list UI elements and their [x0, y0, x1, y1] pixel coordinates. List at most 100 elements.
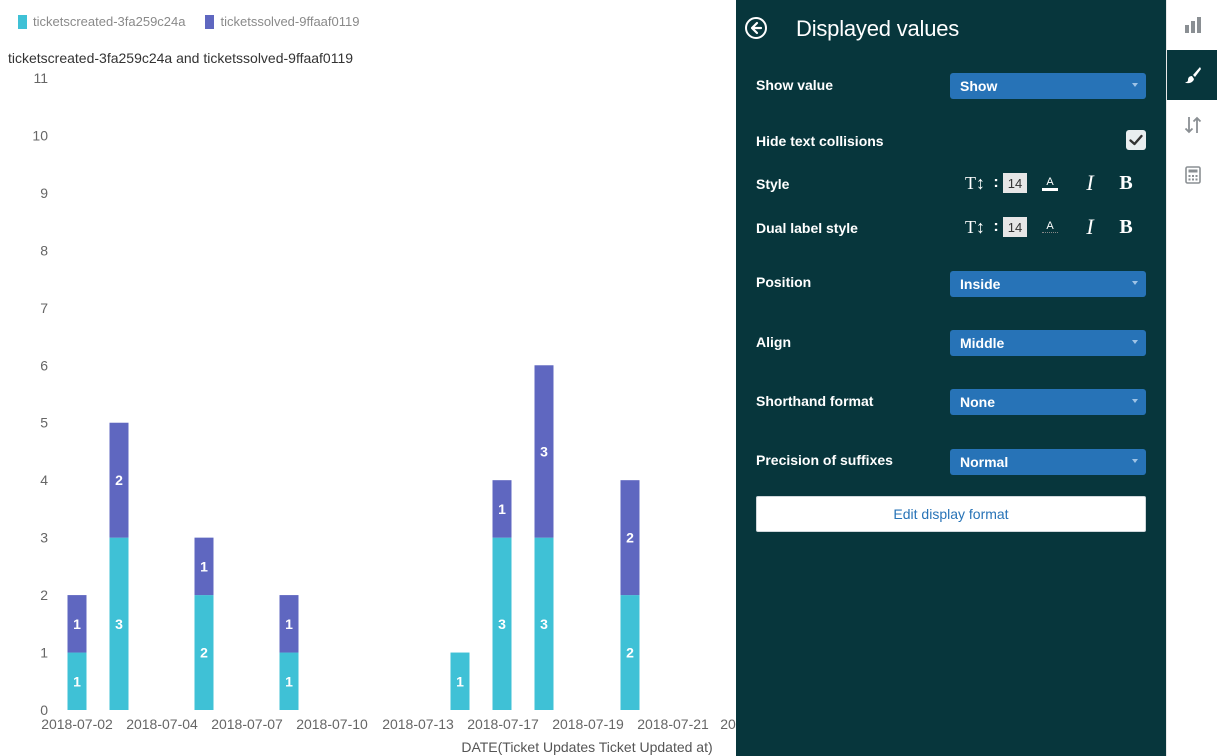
sort-arrows-icon: [1184, 116, 1201, 134]
bar-value-label: 3: [540, 616, 548, 632]
colon-separator: :: [993, 174, 999, 191]
panel-title: Displayed values: [796, 16, 960, 41]
font-color-icon[interactable]: A: [1042, 170, 1058, 196]
dual-font-color-icon[interactable]: A: [1042, 214, 1058, 240]
hide-collisions-label: Hide text collisions: [756, 133, 884, 149]
toolbar-format-button[interactable]: [1167, 50, 1217, 100]
toolbar-sort-button[interactable]: [1167, 100, 1217, 150]
text-size-icon: T↕: [965, 172, 985, 193]
x-tick-label: 2018-07-07: [211, 716, 283, 732]
chart-title: ticketscreated-3fa259c24a and ticketssol…: [8, 50, 354, 66]
dual-italic-icon[interactable]: I: [1086, 214, 1094, 239]
chart-legend: ticketscreated-3fa259c24a ticketssolved-…: [18, 14, 359, 29]
bar-created[interactable]: [279, 652, 299, 710]
legend-swatch-created: [18, 14, 27, 29]
bar-value-label: 1: [285, 616, 293, 632]
y-tick-label: 0: [40, 702, 48, 718]
bar-solved[interactable]: [67, 595, 87, 653]
x-tick-label: 2018-07-02: [41, 716, 113, 732]
dual-text-size-icon: T↕: [965, 216, 985, 237]
position-label: Position: [756, 274, 812, 290]
bar-value-label: 1: [285, 673, 293, 689]
bar-created[interactable]: [194, 595, 214, 710]
calculator-icon: [1184, 166, 1201, 184]
y-tick-label: 5: [40, 415, 48, 431]
bar-solved[interactable]: [194, 537, 214, 596]
hide-collisions-checkbox[interactable]: [1126, 130, 1146, 150]
x-axis-label: DATE(Ticket Updates Ticket Updated at): [461, 739, 712, 755]
bar-value-label: 3: [498, 616, 506, 632]
displayed-values-panel: Displayed values Show value Show Hide te…: [736, 0, 1166, 756]
precision-selected: Normal: [960, 454, 1009, 470]
align-select[interactable]: Middle: [950, 330, 1146, 356]
style-label: Style: [756, 176, 790, 192]
bar-solved[interactable]: [620, 480, 640, 596]
align-label: Align: [756, 334, 791, 350]
y-tick-label: 2: [40, 587, 48, 603]
dual-font-size-wrap: 14: [1003, 214, 1027, 240]
italic-icon[interactable]: I: [1086, 170, 1094, 195]
y-tick-label: 6: [40, 357, 48, 373]
bar-created[interactable]: [534, 537, 554, 710]
y-tick-label: 3: [40, 530, 48, 546]
bar-solved[interactable]: [279, 595, 299, 653]
x-tick-label: 2018-07-13: [382, 716, 454, 732]
bar-solved[interactable]: [109, 422, 129, 538]
y-tick-label: 1: [40, 645, 48, 661]
show-value-select[interactable]: Show: [950, 73, 1146, 99]
bar-value-label: 1: [73, 616, 81, 632]
circle-arrow-left-icon[interactable]: [744, 16, 768, 40]
x-tick-label: 2018-07-17: [467, 716, 539, 732]
style-font-size-wrap: 14: [1003, 170, 1027, 196]
bold-icon[interactable]: B: [1119, 171, 1133, 194]
precision-label: Precision of suffixes: [756, 452, 893, 468]
dual-bold-icon[interactable]: B: [1119, 215, 1133, 238]
toolbar-calculator-button[interactable]: [1167, 150, 1217, 200]
bar-solved[interactable]: [492, 480, 512, 538]
checkmark-icon: [1129, 134, 1143, 146]
y-tick-label: 11: [33, 70, 48, 86]
legend-item-solved[interactable]: ticketssolved-9ffaaf0119: [205, 14, 359, 29]
bar-created[interactable]: [109, 537, 129, 710]
style-font-size[interactable]: 14: [1003, 173, 1027, 193]
bar-created[interactable]: [67, 652, 87, 710]
bar-value-label: 2: [115, 472, 123, 488]
bar-created[interactable]: [620, 595, 640, 710]
bar-solved[interactable]: [534, 365, 554, 538]
y-tick-label: 7: [40, 300, 48, 316]
x-tick-label: 20: [720, 716, 736, 732]
legend-label-solved: ticketssolved-9ffaaf0119: [220, 14, 360, 29]
chart-area: ticketscreated-3fa259c24a ticketssolved-…: [8, 14, 736, 755]
bar-value-label: 1: [200, 558, 208, 574]
shorthand-format-select[interactable]: None: [950, 389, 1146, 415]
y-tick-label: 10: [32, 127, 48, 143]
edit-display-format-button[interactable]: Edit display format: [756, 496, 1146, 532]
x-tick-label: 2018-07-10: [296, 716, 368, 732]
y-tick-label: 9: [40, 185, 48, 201]
chevron-down-icon: [1132, 83, 1138, 87]
bar-value-label: 1: [73, 673, 81, 689]
bar-value-label: 3: [540, 443, 548, 459]
position-select[interactable]: Inside: [950, 271, 1146, 297]
toolbar-chart-button[interactable]: [1167, 0, 1217, 50]
show-value-selected: Show: [960, 78, 998, 94]
chevron-down-icon: [1132, 281, 1138, 285]
dual-style-font-size[interactable]: 14: [1003, 217, 1027, 237]
chevron-down-icon: [1132, 399, 1138, 403]
x-tick-label: 2018-07-21: [637, 716, 709, 732]
y-tick-label: 4: [40, 472, 48, 488]
bar-value-label: 1: [456, 673, 464, 689]
chevron-down-icon: [1132, 340, 1138, 344]
align-selected: Middle: [960, 335, 1005, 351]
bar-value-label: 3: [115, 616, 123, 632]
bar-created[interactable]: [450, 652, 470, 710]
position-selected: Inside: [960, 276, 1001, 292]
bar-value-label: 2: [626, 530, 634, 546]
bar-created[interactable]: [492, 537, 512, 710]
panel-header: Displayed values: [736, 0, 1166, 56]
precision-select[interactable]: Normal: [950, 449, 1146, 475]
right-toolbar: [1166, 0, 1217, 756]
legend-item-created[interactable]: ticketscreated-3fa259c24a: [18, 14, 185, 29]
paintbrush-icon: [1184, 67, 1201, 84]
